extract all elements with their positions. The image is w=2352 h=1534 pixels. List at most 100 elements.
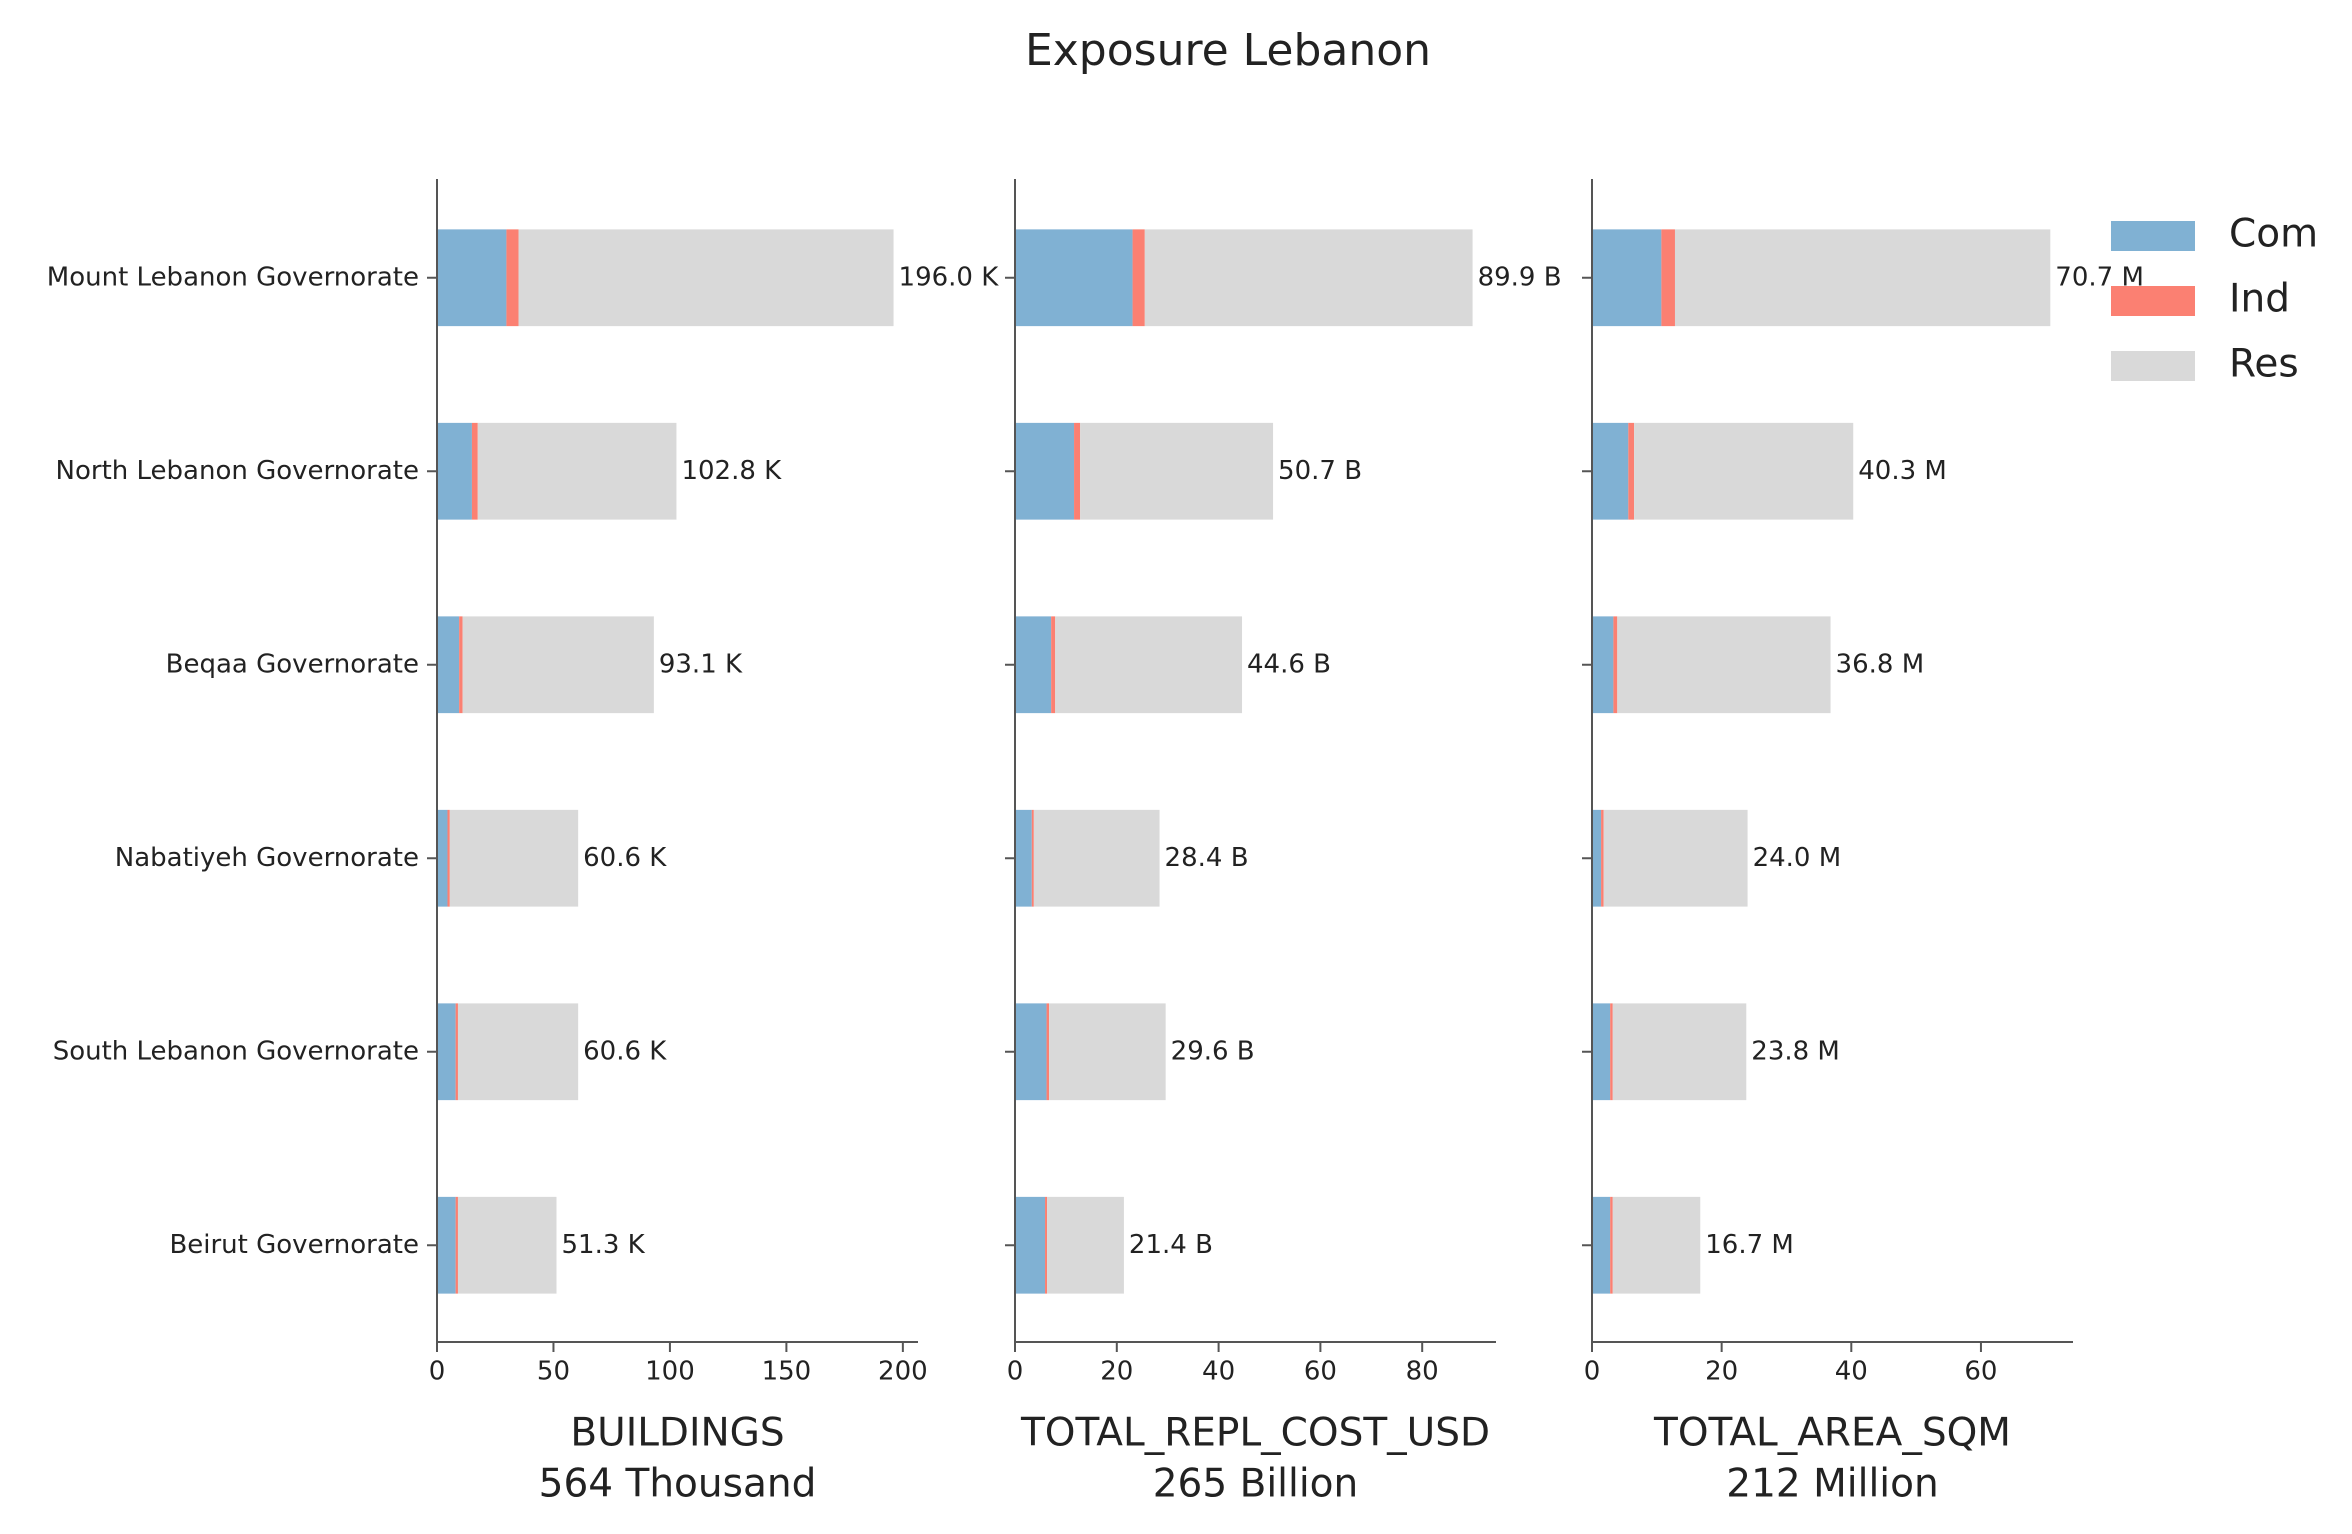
bar-segment	[1612, 1003, 1747, 1101]
x-tick-label: 50	[537, 1357, 570, 1387]
bar-segment	[518, 229, 894, 327]
x-tick-label: 20	[1100, 1357, 1133, 1387]
bar-segment	[477, 422, 677, 520]
bar-segment	[1047, 1196, 1124, 1294]
y-tick-label: Beqaa Governorate	[166, 649, 419, 679]
bar-segment	[1051, 616, 1056, 714]
bar-segment	[1031, 809, 1034, 907]
bar-segment	[1592, 229, 1662, 327]
bar-segment	[1015, 229, 1133, 327]
y-tick-label: North Lebanon Governorate	[56, 456, 419, 486]
x-tick-label: 20	[1705, 1357, 1738, 1387]
total-label: 21.4 B	[1129, 1230, 1213, 1260]
total-label: 44.6 B	[1247, 649, 1331, 679]
legend-swatch	[2111, 221, 2195, 251]
total-label: 102.8 K	[681, 456, 782, 486]
bar-segment	[457, 1196, 557, 1294]
bar-segment	[1033, 809, 1160, 907]
y-tick-label: Nabatiyeh Governorate	[115, 843, 419, 873]
x-tick-label: 40	[1835, 1357, 1868, 1387]
bar-segment	[1661, 229, 1675, 327]
bar-segment	[1610, 1196, 1613, 1294]
x-axis-sublabel: 212 Million	[1726, 1462, 1938, 1507]
x-tick-label: 60	[1964, 1357, 1997, 1387]
bar-segment	[437, 229, 507, 327]
y-tick-label: Beirut Governorate	[169, 1230, 419, 1260]
bar-segment	[437, 422, 472, 520]
total-label: 50.7 B	[1278, 456, 1362, 486]
x-axis-label: BUILDINGS	[570, 1411, 784, 1456]
x-tick-label: 60	[1304, 1357, 1337, 1387]
bar-segment	[449, 809, 579, 907]
bar-segment	[1612, 1196, 1701, 1294]
total-label: 93.1 K	[659, 649, 743, 679]
bar-segment	[437, 1196, 456, 1294]
bar-segment	[1617, 616, 1831, 714]
total-label: 28.4 B	[1165, 843, 1249, 873]
legend-label: Ind	[2229, 277, 2290, 322]
x-tick-label: 200	[878, 1357, 928, 1387]
bar-segment	[1603, 809, 1748, 907]
chart-title: Exposure Lebanon	[1025, 25, 1431, 76]
bar-segment	[1634, 422, 1854, 520]
bar-segment	[437, 1003, 456, 1101]
legend-label: Res	[2229, 342, 2299, 387]
bar-segment	[1015, 809, 1032, 907]
bar-segment	[506, 229, 519, 327]
total-label: 51.3 K	[561, 1230, 645, 1260]
bar-segment	[1045, 1196, 1048, 1294]
bar-segment	[471, 422, 478, 520]
bar-segment	[1592, 616, 1614, 714]
total-label: 29.6 B	[1171, 1036, 1255, 1066]
x-tick-label: 150	[762, 1357, 812, 1387]
total-label: 36.8 M	[1836, 649, 1925, 679]
x-tick-label: 40	[1202, 1357, 1235, 1387]
x-tick-label: 100	[645, 1357, 695, 1387]
bar-segment	[437, 616, 460, 714]
bar-segment	[1601, 809, 1604, 907]
bar-segment	[1592, 809, 1602, 907]
bar-segment	[1015, 616, 1052, 714]
x-tick-label: 0	[1584, 1357, 1601, 1387]
bar-segment	[1015, 1003, 1047, 1101]
bar-segment	[1080, 422, 1274, 520]
bar-segment	[1015, 422, 1075, 520]
x-axis-sublabel: 265 Billion	[1153, 1462, 1359, 1507]
legend-swatch	[2111, 286, 2195, 316]
bar-segment	[437, 809, 448, 907]
total-label: 60.6 K	[583, 843, 667, 873]
bar-segment	[462, 616, 654, 714]
x-axis-sublabel: 564 Thousand	[539, 1462, 817, 1507]
bar-segment	[457, 1003, 579, 1101]
total-label: 23.8 M	[1751, 1036, 1840, 1066]
bar-segment	[1628, 422, 1635, 520]
total-label: 60.6 K	[583, 1036, 667, 1066]
bar-segment	[1610, 1003, 1613, 1101]
bar-segment	[1074, 422, 1081, 520]
bar-segment	[1046, 1003, 1050, 1101]
legend-swatch	[2111, 351, 2195, 381]
total-label: 40.3 M	[1858, 456, 1947, 486]
legend-label: Com	[2229, 212, 2318, 257]
x-tick-label: 80	[1406, 1357, 1439, 1387]
y-tick-label: Mount Lebanon Governorate	[47, 262, 419, 292]
x-axis-label: TOTAL_REPL_COST_USD	[1020, 1411, 1490, 1456]
bar-segment	[1592, 1196, 1611, 1294]
bar-segment	[1049, 1003, 1166, 1101]
total-label: 196.0 K	[899, 262, 1000, 292]
bar-segment	[1613, 616, 1618, 714]
x-tick-label: 0	[1007, 1357, 1024, 1387]
bar-segment	[455, 1196, 458, 1294]
x-axis-label: TOTAL_AREA_SQM	[1653, 1411, 2011, 1456]
bar-segment	[455, 1003, 458, 1101]
total-label: 89.9 B	[1478, 262, 1562, 292]
bar-segment	[1144, 229, 1473, 327]
bar-segment	[1055, 616, 1243, 714]
bar-segment	[1592, 422, 1629, 520]
x-tick-label: 0	[429, 1357, 446, 1387]
bar-segment	[459, 616, 463, 714]
total-label: 16.7 M	[1705, 1230, 1794, 1260]
bar-segment	[1674, 229, 2051, 327]
bar-segment	[1015, 1196, 1046, 1294]
